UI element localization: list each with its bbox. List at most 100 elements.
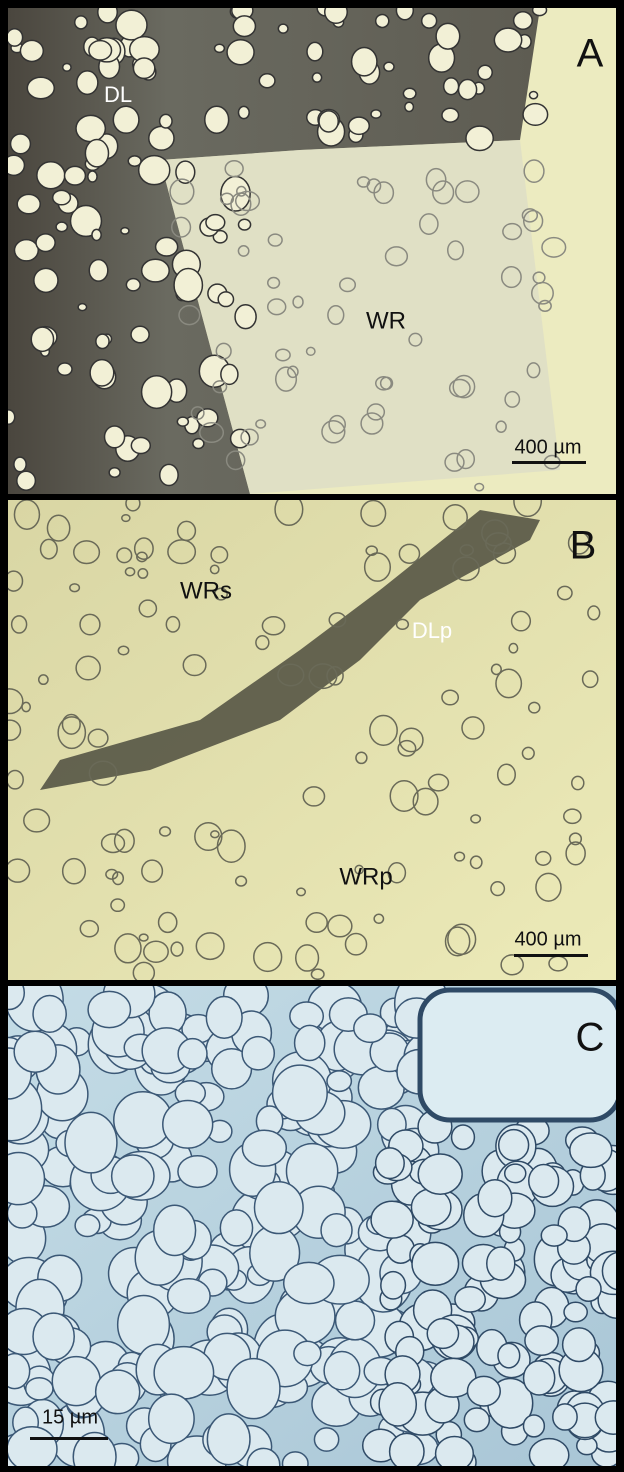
cell xyxy=(126,279,140,291)
cell xyxy=(349,117,370,134)
cell xyxy=(36,234,55,252)
cell xyxy=(384,62,394,71)
cell xyxy=(56,222,67,231)
cell xyxy=(529,1165,559,1198)
cell xyxy=(20,40,43,61)
scale-bar xyxy=(514,954,588,957)
cell xyxy=(354,1014,387,1042)
cell xyxy=(154,1205,196,1255)
cell xyxy=(34,268,58,292)
cell xyxy=(89,260,108,282)
cell xyxy=(294,1341,321,1365)
cell xyxy=(314,1428,338,1451)
cell xyxy=(65,1112,117,1173)
panel-a-image xyxy=(3,0,616,494)
cell xyxy=(381,1272,406,1299)
cell xyxy=(307,42,323,60)
cell xyxy=(371,1201,413,1238)
cell xyxy=(92,229,101,240)
scale-bar-label: 400 µm xyxy=(514,928,581,950)
cell xyxy=(149,1394,194,1443)
cell xyxy=(403,88,416,99)
cell xyxy=(168,1279,211,1313)
cell xyxy=(576,1277,601,1302)
cell xyxy=(26,1378,53,1400)
cell xyxy=(295,1025,325,1060)
cell xyxy=(88,991,130,1027)
cell xyxy=(405,102,414,111)
cell xyxy=(207,1414,250,1465)
cell xyxy=(327,1071,351,1092)
cell xyxy=(524,1361,555,1395)
cell xyxy=(529,92,537,99)
panel-b-image xyxy=(0,485,616,983)
cell xyxy=(109,468,120,478)
cell xyxy=(163,1100,213,1148)
cell xyxy=(278,24,288,33)
cell xyxy=(205,106,229,133)
scale-bar-label: 400 µm xyxy=(514,436,581,458)
cell xyxy=(239,219,251,230)
cell xyxy=(112,1155,154,1197)
cell xyxy=(177,417,188,426)
cell xyxy=(499,1130,529,1161)
cell xyxy=(412,1242,459,1285)
scale-bar xyxy=(30,1437,108,1440)
figure: A DL WR 400 µm B WRs DLp WRp 400 µm C 15… xyxy=(0,0,624,1472)
cell xyxy=(53,190,71,204)
cell xyxy=(427,1319,458,1349)
cell xyxy=(464,1408,489,1432)
cell xyxy=(131,438,150,454)
cell xyxy=(336,1301,375,1340)
cell xyxy=(324,1351,360,1389)
panel-c-image xyxy=(0,969,624,1472)
cell xyxy=(242,1130,286,1166)
scale-bar xyxy=(512,461,586,464)
cell xyxy=(514,12,533,29)
cell xyxy=(563,1328,596,1362)
cell xyxy=(498,1343,520,1367)
cell xyxy=(478,65,492,79)
cell xyxy=(52,1357,100,1406)
scale-bar-label: 15 µm xyxy=(42,1406,98,1428)
cell xyxy=(113,106,139,133)
cell xyxy=(14,1031,56,1072)
cell xyxy=(58,363,72,375)
cell xyxy=(154,1347,213,1399)
annotation: DL xyxy=(104,82,132,107)
cell xyxy=(160,464,178,485)
cell xyxy=(7,1427,57,1472)
cell xyxy=(142,376,172,409)
cell xyxy=(7,29,23,46)
cell xyxy=(31,327,53,351)
cell xyxy=(242,1037,274,1070)
cell xyxy=(452,1125,475,1149)
cell xyxy=(156,238,178,256)
cell xyxy=(487,1247,515,1280)
cell xyxy=(376,14,389,27)
panel-label: B xyxy=(570,524,597,568)
cell xyxy=(319,111,338,132)
cell xyxy=(11,134,31,154)
cell xyxy=(312,73,321,82)
cell xyxy=(442,108,459,122)
cell xyxy=(215,44,225,52)
cell xyxy=(63,63,71,71)
cell xyxy=(160,114,172,128)
cell xyxy=(436,23,460,49)
annotation: DLp xyxy=(412,618,452,643)
cell xyxy=(121,228,129,234)
cell xyxy=(193,439,204,449)
cell xyxy=(494,28,521,52)
cell xyxy=(27,77,54,99)
cell xyxy=(422,14,437,29)
cell xyxy=(14,240,38,261)
cell xyxy=(284,1262,334,1303)
cell xyxy=(206,215,225,231)
cell xyxy=(564,1302,587,1321)
cell xyxy=(65,166,86,185)
cell xyxy=(206,997,242,1039)
cell xyxy=(96,334,109,348)
cell xyxy=(76,115,105,141)
cell xyxy=(273,1065,328,1121)
